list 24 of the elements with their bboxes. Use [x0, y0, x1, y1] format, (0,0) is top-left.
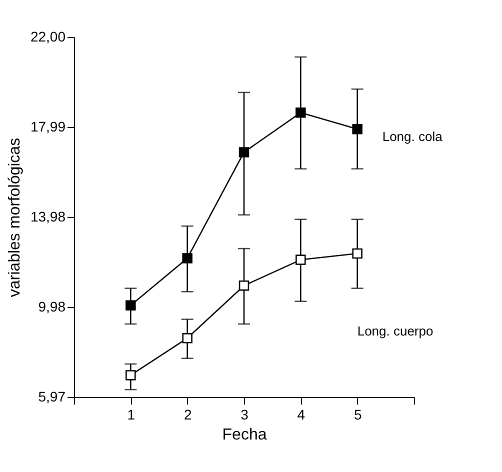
text: Long. cuerpo — [357, 323, 434, 338]
point — [182, 253, 192, 264]
y-tick-label: 13,98 — [30, 208, 66, 225]
x-axis-title: Fecha — [222, 426, 267, 444]
y-tick-label: 22,00 — [30, 28, 66, 44]
point — [296, 108, 306, 118]
x-tick-label: 2 — [184, 406, 192, 422]
y-axis-title: variables morfológicas — [6, 138, 24, 298]
point — [182, 333, 192, 344]
point — [238, 147, 250, 158]
point — [296, 254, 306, 265]
x-tick-label: 4 — [297, 406, 306, 422]
point — [352, 124, 362, 134]
point — [238, 280, 250, 291]
y-tick-label: 9,98 — [38, 298, 66, 314]
y-tick-label: 5,97 — [38, 388, 66, 404]
x-tick-label: 5 — [354, 406, 362, 422]
x-tick-label: 3 — [240, 406, 249, 422]
y-tick-label: 17,99 — [30, 118, 66, 135]
point — [126, 370, 136, 380]
point — [126, 300, 136, 310]
series-label: Long. cola — [382, 129, 444, 144]
point — [352, 248, 362, 259]
x-tick-label: 1 — [127, 406, 136, 422]
